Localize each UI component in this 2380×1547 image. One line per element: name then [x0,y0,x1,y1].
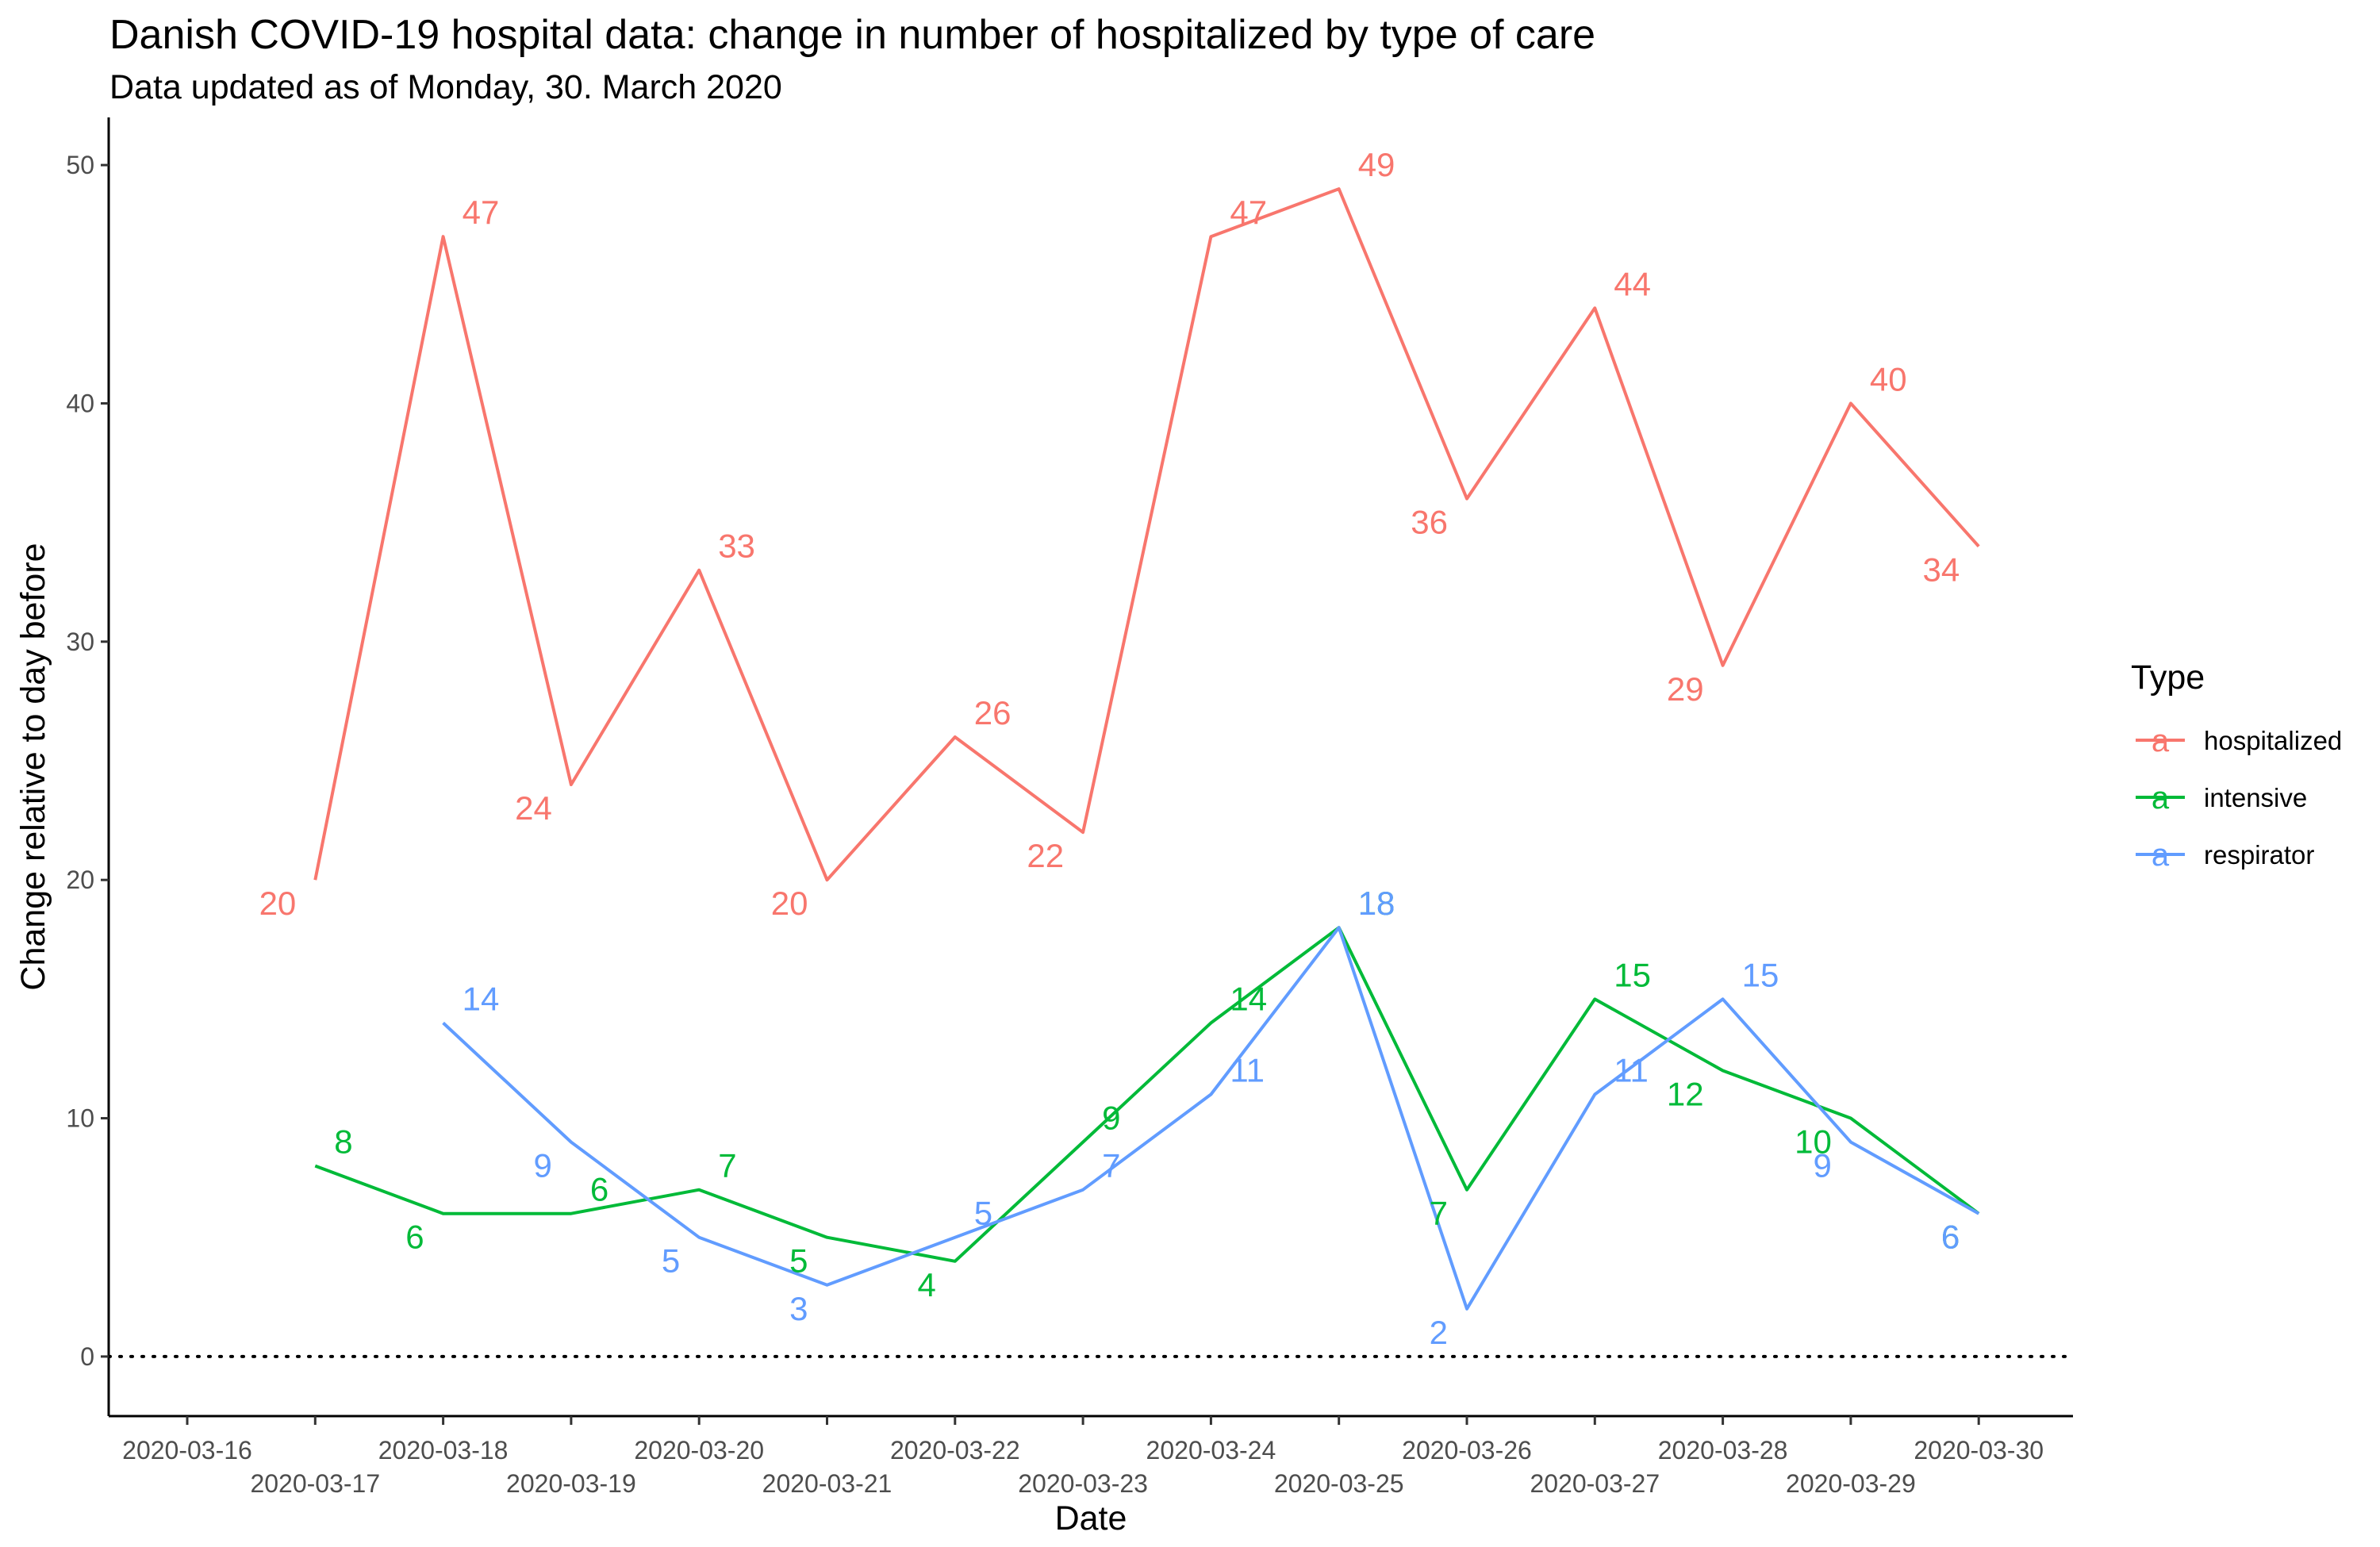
data-label-hospitalized: 20 [771,885,808,922]
data-label-intensive: 15 [1614,956,1651,993]
data-label-intensive: 10 [1795,1123,1832,1161]
y-tick-label: 0 [80,1342,94,1371]
data-label-hospitalized: 36 [1411,504,1448,541]
chart-subtitle: Data updated as of Monday, 30. March 202… [109,68,782,106]
data-label-intensive: 6 [405,1219,424,1256]
y-tick-label: 20 [66,866,94,894]
legend-key-glyph-intensive: a [2152,781,2170,816]
data-label-hospitalized: 26 [974,694,1012,731]
chart-title: Danish COVID-19 hospital data: change in… [109,12,1596,58]
data-label-respirator: 18 [1358,885,1395,922]
legend-key-glyph-respirator: a [2152,838,2170,873]
x-tick-label: 2020-03-25 [1274,1469,1404,1498]
x-tick-label: 2020-03-20 [634,1436,764,1464]
x-tick-label: 2020-03-21 [762,1469,892,1498]
data-label-respirator: 5 [974,1195,992,1232]
data-label-hospitalized: 34 [1922,551,1960,589]
data-label-respirator: 2 [1430,1314,1448,1351]
series-line-intensive [314,926,1980,1263]
x-tick-label: 2020-03-23 [1018,1469,1148,1498]
data-label-respirator: 3 [789,1290,808,1327]
legend-title: Type [2131,658,2205,697]
data-label-intensive: 4 [917,1266,935,1303]
x-tick-label: 2020-03-18 [378,1436,509,1464]
data-label-respirator: 11 [1230,1052,1265,1089]
data-label-hospitalized: 20 [259,885,297,922]
data-label-intensive: 18 [1358,885,1395,922]
data-label-hospitalized: 47 [463,194,500,231]
data-label-respirator: 9 [534,1147,552,1184]
x-tick-label: 2020-03-26 [1402,1436,1532,1464]
y-axis-title: Change relative to day before [14,543,52,990]
data-label-hospitalized: 29 [1667,670,1704,708]
data-label-respirator: 11 [1614,1052,1649,1089]
legend-label-respirator: respirator [2204,840,2314,869]
legend-label-intensive: intensive [2204,783,2307,812]
x-tick-label: 2020-03-30 [1914,1436,2044,1464]
data-label-respirator: 7 [1102,1147,1120,1184]
data-label-hospitalized: 44 [1614,265,1651,302]
x-tick-label: 2020-03-27 [1530,1469,1660,1498]
x-tick-label: 2020-03-16 [122,1436,252,1464]
data-label-hospitalized: 22 [1027,837,1064,874]
data-label-intensive: 7 [718,1147,736,1184]
data-label-intensive: 7 [1430,1195,1448,1232]
data-label-respirator: 9 [1814,1147,1832,1184]
x-tick-label: 2020-03-22 [890,1436,1020,1464]
data-label-respirator: 5 [662,1242,680,1280]
series-line-hospitalized [313,187,1980,882]
y-tick-label: 30 [66,628,94,656]
data-label-hospitalized: 47 [1230,194,1267,231]
y-tick-label: 10 [66,1104,94,1133]
data-label-hospitalized: 24 [515,789,552,827]
x-tick-label: 2020-03-28 [1658,1436,1788,1464]
data-label-hospitalized: 33 [718,528,755,565]
data-label-intensive: 8 [334,1123,352,1161]
legend-label-hospitalized: hospitalized [2204,726,2342,755]
data-label-respirator: 6 [1941,1219,1960,1256]
x-tick-label: 2020-03-17 [250,1469,380,1498]
data-label-intensive: 6 [1941,1219,1960,1256]
data-label-intensive: 14 [1230,980,1267,1017]
data-label-intensive: 12 [1667,1075,1704,1112]
data-label-hospitalized: 40 [1870,360,1907,397]
x-tick-label: 2020-03-19 [506,1469,636,1498]
data-label-intensive: 9 [1102,1100,1120,1137]
x-tick-label: 2020-03-29 [1786,1469,1916,1498]
data-label-hospitalized: 49 [1358,146,1395,183]
data-label-respirator: 14 [463,980,500,1017]
y-tick-label: 40 [66,389,94,417]
legend-key-glyph-hospitalized: a [2152,724,2170,758]
data-label-respirator: 15 [1742,956,1779,993]
data-label-intensive: 5 [789,1242,808,1280]
y-tick-label: 50 [66,151,94,179]
data-label-intensive: 6 [590,1171,608,1208]
x-tick-label: 2020-03-24 [1146,1436,1276,1464]
x-axis-title: Date [1055,1499,1127,1537]
